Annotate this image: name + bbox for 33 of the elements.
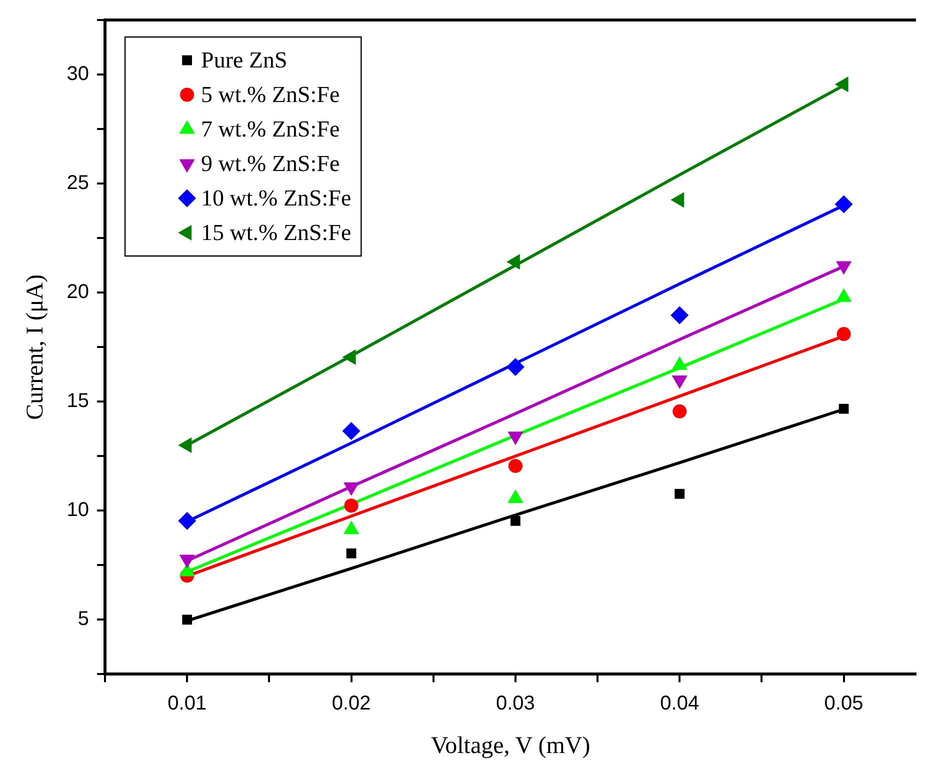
legend-label: 5 wt.% ZnS:Fe	[201, 82, 340, 107]
x-tick-label: 0.02	[332, 692, 371, 715]
legend-label: 9 wt.% ZnS:Fe	[201, 150, 340, 176]
legend-label: 10 wt.% ZnS:Fe	[201, 185, 352, 210]
x-tick-label: 0.05	[824, 692, 864, 715]
x-tick-label: 0.03	[496, 692, 535, 715]
point	[508, 458, 522, 473]
legend-label: Pure ZnS	[201, 47, 288, 72]
x-axis-title: Voltage, V (mV)	[430, 732, 590, 759]
y-tick-label: 5	[78, 608, 90, 630]
y-tick-label: 25	[66, 172, 90, 194]
point	[836, 327, 851, 342]
point	[182, 614, 192, 625]
point	[346, 548, 356, 558]
y-tick-label: 30	[66, 63, 90, 86]
y-tick-label: 20	[66, 281, 90, 304]
y-tick-label: 10	[66, 499, 90, 522]
y-tick-label: 15	[66, 390, 90, 412]
point	[342, 422, 360, 440]
point	[838, 404, 849, 414]
point	[674, 488, 685, 499]
point	[510, 516, 520, 526]
point	[670, 306, 689, 324]
point	[834, 195, 853, 214]
x-tick-label: 0.04	[660, 692, 700, 715]
point	[178, 512, 196, 530]
point	[344, 498, 358, 513]
legend-label: 15 wt.% ZnS:Fe	[201, 220, 352, 245]
point	[506, 358, 524, 376]
point	[672, 404, 687, 418]
legend-label: 7 wt.% ZnS:Fe	[201, 116, 340, 142]
y-axis-title: Current, I (μA)	[22, 274, 49, 420]
x-tick-label: 0.01	[168, 692, 207, 715]
